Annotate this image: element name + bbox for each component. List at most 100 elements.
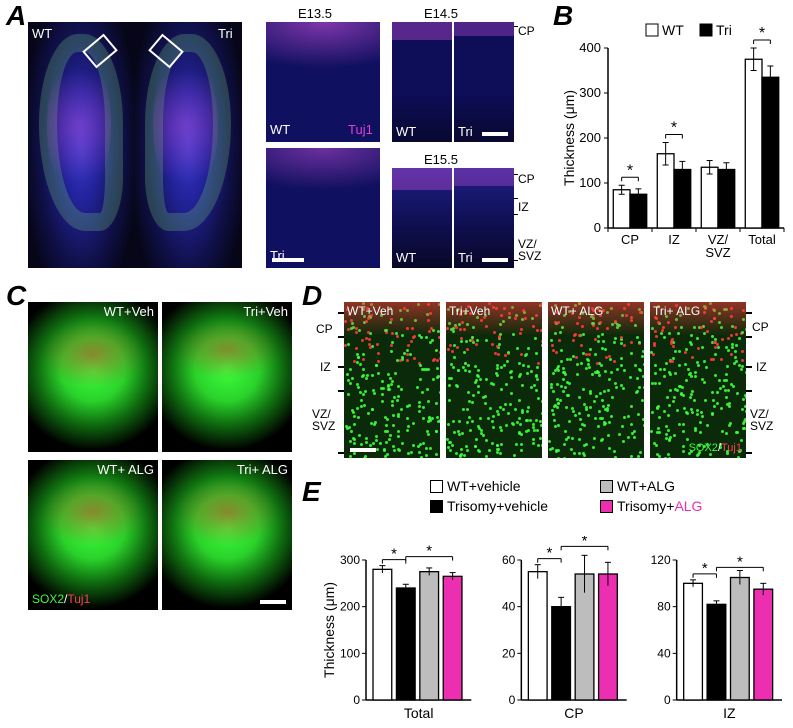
- d-zone-tick: [746, 312, 752, 314]
- d-zone-tick: [338, 366, 344, 368]
- panel-c-stains: SOX2/Tuj1: [32, 592, 90, 606]
- svg-text:*: *: [391, 546, 397, 563]
- d-zone-tick: [338, 336, 344, 338]
- zone-tick: [514, 174, 518, 175]
- scale-bar: [260, 600, 286, 604]
- d-zone-tick: [746, 390, 752, 392]
- panel-e-label: E: [302, 476, 321, 508]
- zone-iz: IZ: [518, 200, 529, 214]
- panel-c-wtalg-lbl: WT+ ALG: [97, 462, 154, 477]
- d-zone-iz-r: IZ: [756, 360, 767, 374]
- svg-text:0: 0: [594, 220, 601, 235]
- svg-text:200: 200: [579, 130, 601, 145]
- svg-text:120: 120: [651, 553, 671, 567]
- svg-text:300: 300: [579, 85, 601, 100]
- panel-d-0: WT+Veh: [344, 302, 440, 458]
- panel-a-e13-tri-lbl: Tri: [270, 248, 285, 263]
- panel-a-age-left: E13.5: [80, 6, 114, 21]
- d-zone-tick: [746, 336, 752, 338]
- zone-cp: CP: [518, 24, 535, 38]
- panel-c-triveh: Tri+Veh: [162, 302, 292, 452]
- panel-c-label: C: [6, 280, 26, 312]
- panel-e-charts: 0 100 200 300 Thickness (μm) * * Total 0 20 40 60 * *…: [322, 536, 788, 724]
- d-zone-tick: [746, 452, 752, 454]
- svg-text:Tri: Tri: [716, 22, 732, 38]
- d-zone-iz: IZ: [320, 360, 331, 374]
- panel-a-e13-wt-lbl: WT: [270, 122, 290, 137]
- panel-a-tri-label: Tri: [218, 26, 233, 41]
- panel-c-wtveh: WT+Veh: [28, 302, 158, 452]
- svg-text:400: 400: [579, 40, 601, 55]
- panel-a-label: A: [6, 0, 26, 32]
- svg-text:*: *: [547, 545, 553, 562]
- d-zone-tick: [338, 390, 344, 392]
- scale-bar: [482, 258, 508, 262]
- panel-c-trialg-lbl: Tri+ ALG: [237, 462, 288, 477]
- panel-d-2: WT+ ALG: [548, 302, 644, 458]
- zone-tick: [514, 198, 518, 199]
- svg-text:300: 300: [340, 553, 360, 567]
- svg-text:80: 80: [657, 600, 671, 614]
- panel-d-label: D: [302, 280, 322, 312]
- panel-c-triveh-lbl: Tri+Veh: [243, 304, 288, 319]
- d-zone-tick: [338, 312, 344, 314]
- d-zone-cp-r: CP: [752, 320, 769, 334]
- panel-c-wtalg: WT+ ALG SOX2/Tuj1: [28, 460, 158, 610]
- panel-a-e14-tri-lbl: Tri: [458, 124, 473, 139]
- svg-text:CP: CP: [621, 232, 639, 247]
- d-zone-tick: [746, 366, 752, 368]
- zone-vzsvz: VZ/SVZ: [518, 238, 541, 262]
- d-zone-tick: [338, 452, 344, 454]
- svg-text:Total: Total: [404, 705, 434, 721]
- svg-text:60: 60: [502, 553, 516, 567]
- svg-text:WT: WT: [662, 22, 684, 38]
- d-zone-vzsvz: VZ/SVZ: [312, 408, 335, 432]
- panel-d-3: Tri+ ALGSOX2/Tuj1: [650, 302, 746, 458]
- panel-a-wt-label: WT: [32, 26, 52, 41]
- svg-text:CP: CP: [564, 705, 583, 721]
- svg-text:200: 200: [340, 600, 360, 614]
- zone-tick: [514, 214, 518, 215]
- svg-text:Thickness (μm): Thickness (μm): [561, 90, 577, 186]
- svg-text:100: 100: [340, 646, 360, 660]
- svg-text:20: 20: [502, 646, 516, 660]
- svg-text:*: *: [627, 162, 633, 179]
- svg-text:*: *: [737, 553, 743, 570]
- panel-a-e15-tri-lbl: Tri: [458, 250, 473, 265]
- panel-a-e14-wt-lbl: WT: [396, 124, 416, 139]
- svg-text:Thickness (μm): Thickness (μm): [322, 582, 337, 678]
- d-zone-vzsvz-r: VZ/SVZ: [750, 408, 773, 432]
- svg-text:*: *: [702, 560, 708, 577]
- svg-text:0: 0: [353, 693, 360, 707]
- panel-c-wtveh-lbl: WT+Veh: [104, 304, 154, 319]
- panel-a-tri-coronal: [134, 22, 242, 268]
- panel-c-trialg: Tri+ ALG: [162, 460, 292, 610]
- panel-a-e15-lbl: E15.5: [424, 152, 458, 167]
- svg-text:40: 40: [657, 646, 671, 660]
- svg-text:0: 0: [664, 693, 671, 707]
- panel-d-row: WT+VehTri+VehWT+ ALGTri+ ALGSOX2/Tuj1: [344, 302, 746, 458]
- panel-a-wt-coronal: [28, 22, 134, 268]
- svg-text:0: 0: [509, 693, 516, 707]
- svg-text:Total: Total: [748, 232, 776, 247]
- panel-a-e14-lbl: E14.5: [424, 6, 458, 21]
- zone-cp2: CP: [518, 172, 535, 186]
- panel-e-legend: WT+vehicle Trisomy+vehicle WT+ALG Trisom…: [430, 478, 770, 536]
- svg-text:IZ: IZ: [723, 705, 736, 721]
- svg-text:*: *: [759, 25, 765, 42]
- d-zone-cp: CP: [316, 322, 333, 336]
- svg-text:*: *: [582, 536, 588, 549]
- scale-bar: [482, 132, 508, 136]
- panel-a-e15-wt-lbl: WT: [396, 250, 416, 265]
- zone-tick: [514, 26, 518, 27]
- svg-text:100: 100: [579, 175, 601, 190]
- panel-a-tuj1-lbl: Tuj1: [348, 122, 373, 137]
- svg-text:*: *: [426, 543, 432, 560]
- panel-b-chart: 0100200300400Thickness (μm)WTTriCPIZVZ/S…: [560, 18, 790, 270]
- panel-d-1: Tri+Veh: [446, 302, 542, 458]
- panel-a-age-mid: E13.5: [298, 6, 332, 21]
- svg-text:40: 40: [502, 600, 516, 614]
- svg-text:*: *: [671, 120, 677, 137]
- svg-text:SVZ: SVZ: [705, 245, 730, 260]
- zone-tick: [514, 260, 518, 261]
